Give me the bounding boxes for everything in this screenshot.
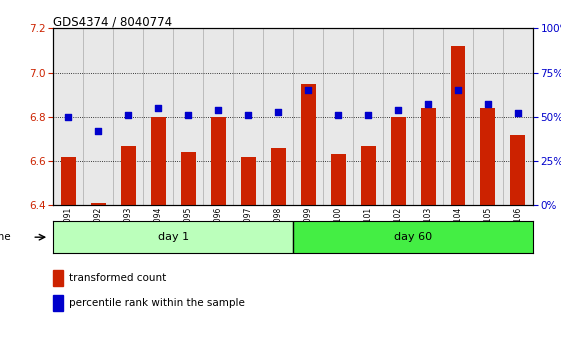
Point (513, 110, 522, 116)
Bar (511, 135, 526, 205)
Point (154, 105, 163, 111)
Bar (83, 28, 113, 205)
Bar (383, 28, 413, 205)
Point (214, 107, 223, 113)
Point (183, 112, 192, 118)
Bar (53, 28, 83, 205)
Bar (151, 117, 165, 205)
Bar (53, 221, 293, 253)
Bar (173, 28, 203, 205)
Point (424, 102, 433, 107)
Point (334, 112, 343, 118)
Bar (473, 28, 503, 205)
Bar (443, 28, 473, 205)
Bar (293, 28, 323, 205)
Bar (353, 28, 383, 205)
Bar (421, 108, 435, 205)
Bar (143, 28, 173, 205)
Point (243, 112, 252, 118)
Point (94, 128, 103, 134)
Point (453, 87, 462, 93)
Bar (121, 145, 136, 205)
Bar (301, 84, 316, 205)
Point (364, 112, 373, 118)
Text: GDS4374 / 8040774: GDS4374 / 8040774 (53, 16, 172, 29)
Bar (390, 117, 406, 205)
Bar (450, 46, 466, 205)
Point (64, 114, 73, 120)
Bar (480, 108, 495, 205)
Bar (413, 28, 443, 205)
Bar (211, 117, 226, 205)
Bar (293, 221, 533, 253)
Bar (270, 148, 286, 205)
Bar (181, 152, 196, 205)
Text: transformed count: transformed count (69, 273, 166, 283)
Bar (203, 28, 233, 205)
Text: day 60: day 60 (394, 232, 432, 242)
Bar (330, 154, 346, 205)
Point (274, 109, 283, 114)
Point (394, 107, 403, 113)
Bar (263, 28, 293, 205)
Bar (113, 28, 143, 205)
Text: time: time (0, 232, 11, 242)
Point (124, 112, 133, 118)
Text: percentile rank within the sample: percentile rank within the sample (69, 298, 245, 308)
Bar (323, 28, 353, 205)
Bar (233, 28, 263, 205)
Bar (91, 203, 106, 205)
Bar (503, 28, 533, 205)
Bar (361, 145, 375, 205)
Point (304, 87, 312, 93)
Bar (241, 156, 256, 205)
Bar (61, 156, 76, 205)
Text: day 1: day 1 (158, 232, 188, 242)
Point (484, 102, 493, 107)
